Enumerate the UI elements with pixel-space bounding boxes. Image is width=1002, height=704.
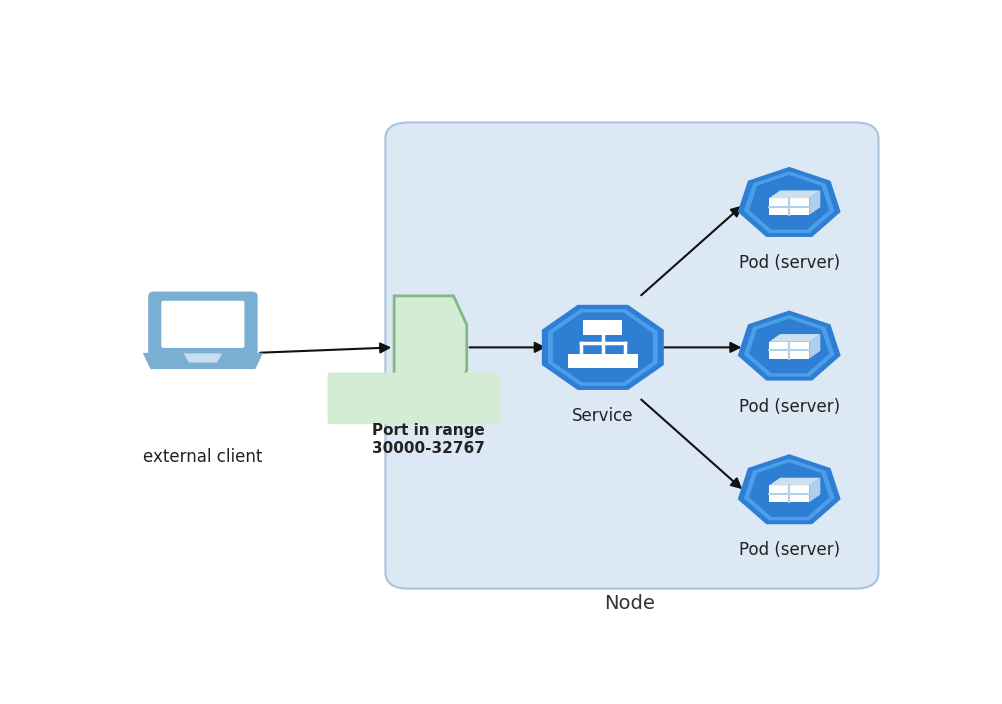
Polygon shape — [743, 315, 835, 377]
Text: Pod (server): Pod (server) — [738, 541, 840, 560]
Polygon shape — [749, 175, 830, 230]
Polygon shape — [770, 334, 821, 341]
Polygon shape — [553, 313, 653, 382]
FancyBboxPatch shape — [611, 354, 637, 368]
FancyBboxPatch shape — [148, 291, 258, 357]
FancyBboxPatch shape — [583, 320, 622, 336]
Polygon shape — [810, 478, 821, 502]
Polygon shape — [810, 334, 821, 358]
Text: Port in range
30000-32767: Port in range 30000-32767 — [372, 423, 485, 455]
Polygon shape — [737, 310, 841, 381]
Polygon shape — [183, 353, 222, 363]
Text: Pod (server): Pod (server) — [738, 398, 840, 416]
Polygon shape — [394, 296, 467, 399]
Polygon shape — [770, 198, 810, 215]
Polygon shape — [770, 486, 810, 502]
Polygon shape — [749, 463, 830, 517]
Text: Service: Service — [572, 407, 633, 425]
FancyBboxPatch shape — [161, 301, 244, 348]
Polygon shape — [743, 171, 835, 233]
Polygon shape — [542, 305, 663, 390]
Text: external client: external client — [143, 448, 263, 465]
Text: Node: Node — [604, 594, 655, 613]
Polygon shape — [142, 353, 264, 369]
FancyBboxPatch shape — [328, 372, 500, 425]
FancyBboxPatch shape — [386, 122, 879, 589]
Polygon shape — [737, 167, 841, 237]
Polygon shape — [548, 309, 657, 386]
Polygon shape — [743, 458, 835, 520]
Polygon shape — [749, 319, 830, 373]
FancyBboxPatch shape — [568, 354, 594, 368]
Text: Pod (server): Pod (server) — [738, 254, 840, 272]
FancyBboxPatch shape — [589, 354, 616, 368]
Polygon shape — [770, 478, 821, 486]
Polygon shape — [737, 454, 841, 524]
Polygon shape — [770, 190, 821, 198]
Polygon shape — [810, 190, 821, 215]
Polygon shape — [770, 341, 810, 358]
